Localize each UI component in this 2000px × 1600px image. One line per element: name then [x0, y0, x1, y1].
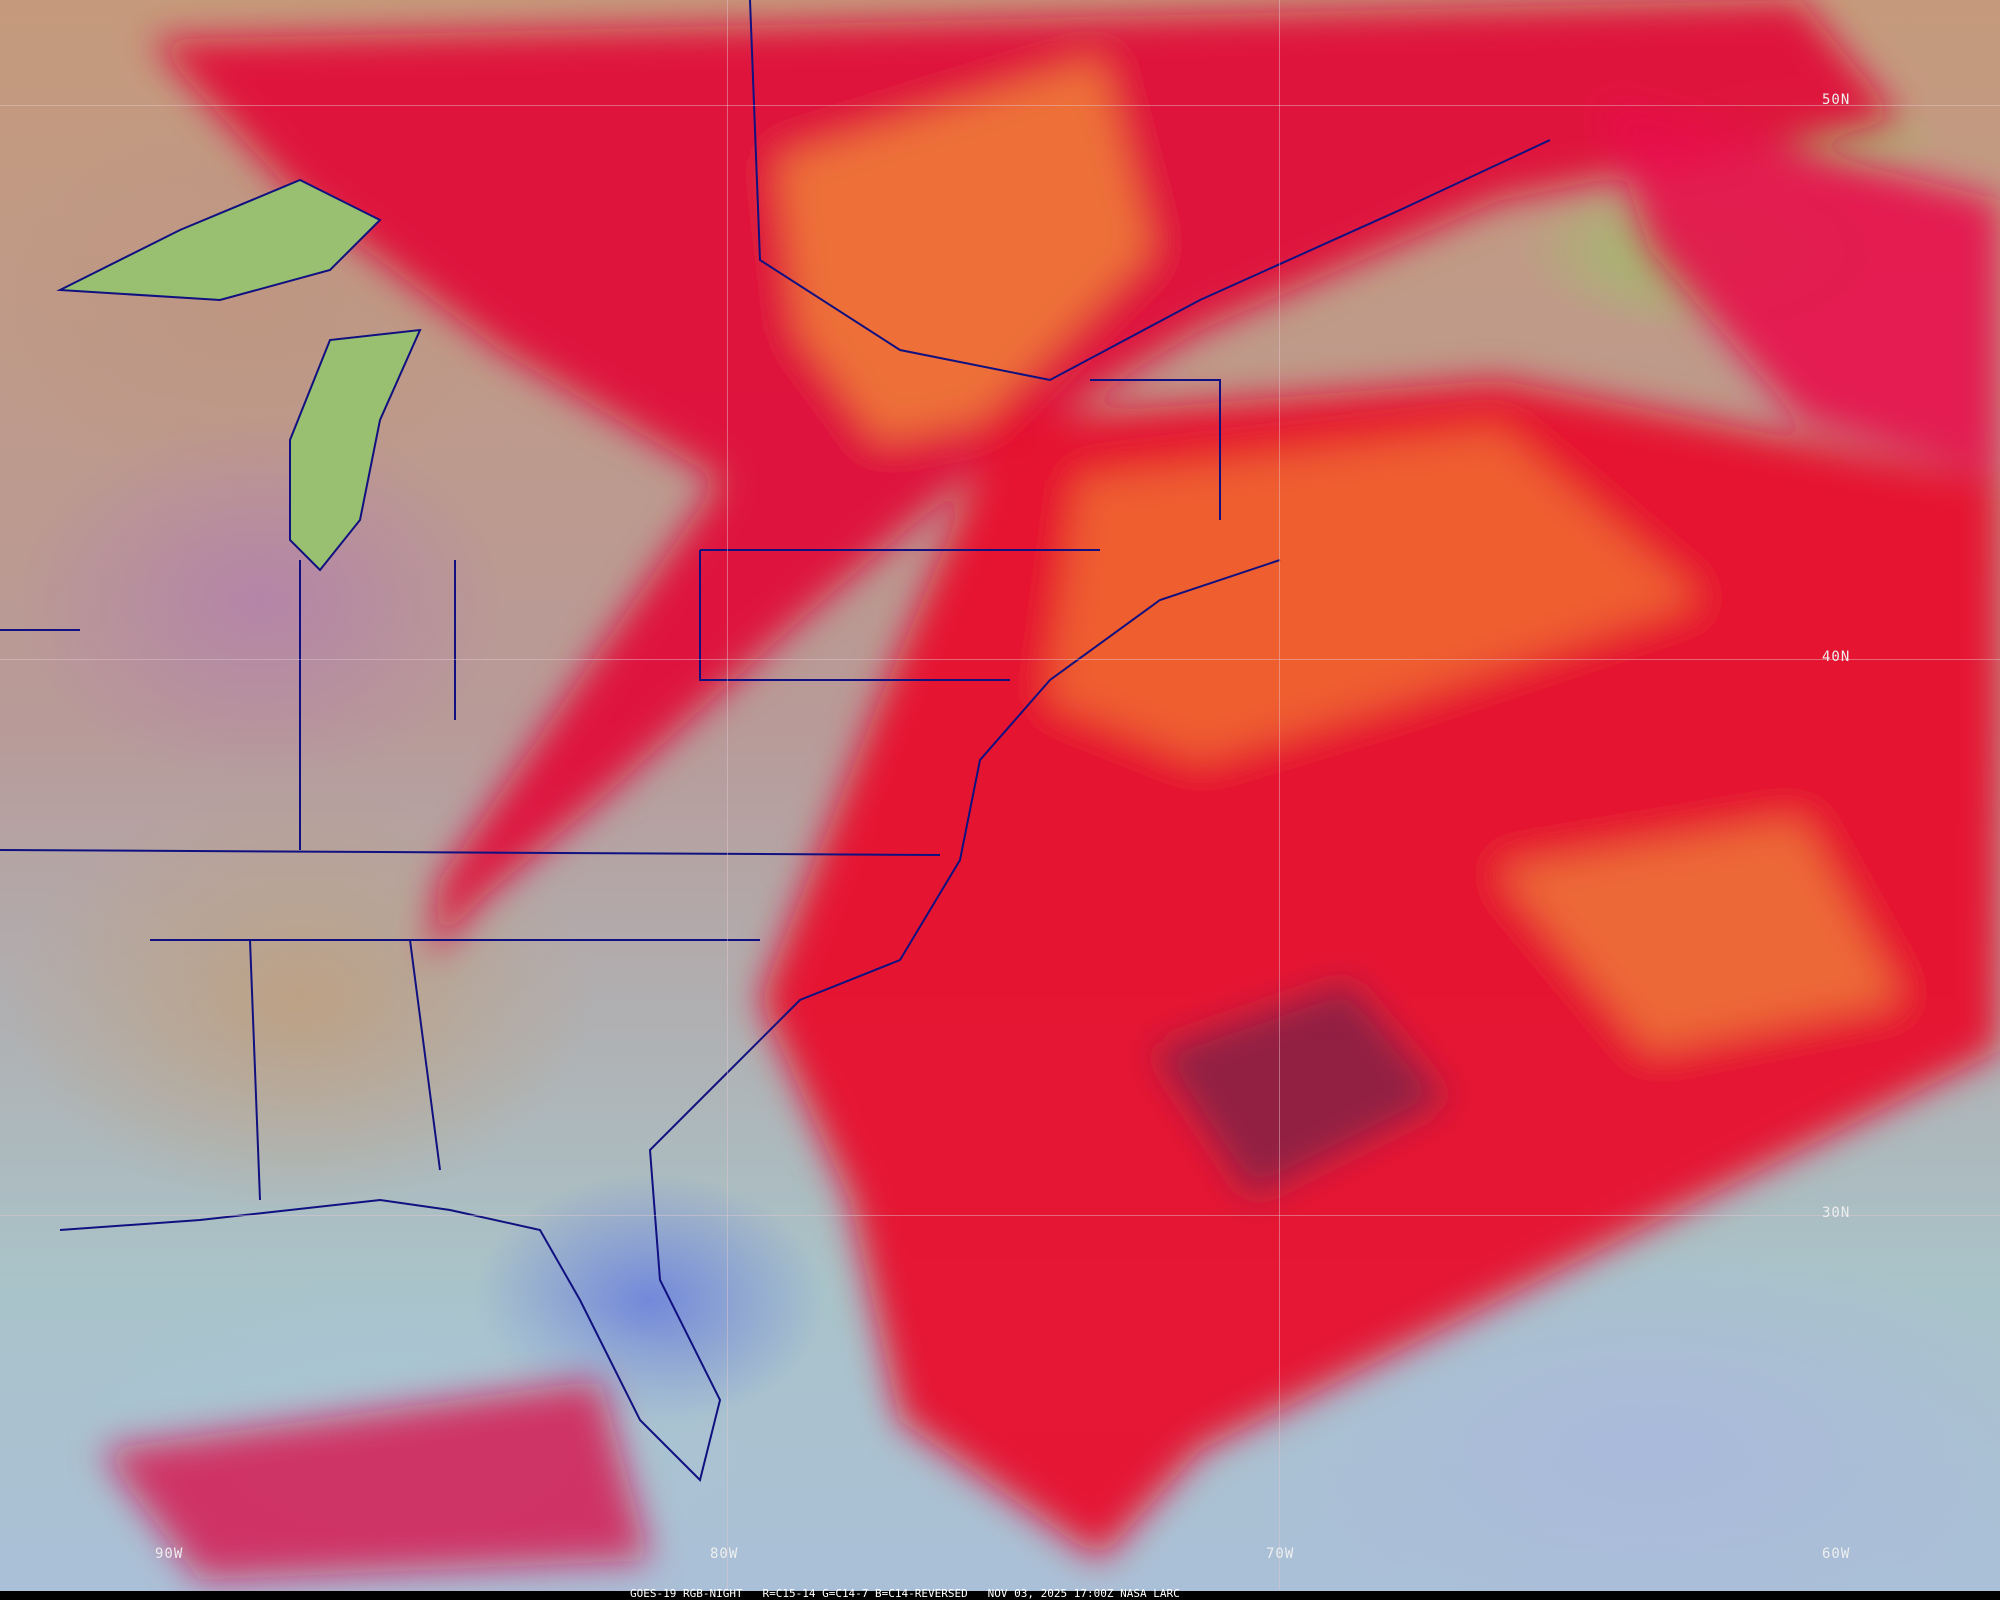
lat-label-30n: 30N [1822, 1205, 1851, 1221]
grid-line-80w [727, 0, 728, 1590]
grid-line-50n [0, 105, 2000, 106]
cloud-east-band [1600, 100, 2000, 480]
caption-satellite: GOES-19 [630, 1587, 677, 1600]
caption-datetime: NOV 03, 2025 17:00Z [987, 1587, 1114, 1600]
caption-source: NASA LARC [1120, 1587, 1180, 1600]
lat-label-40n: 40N [1822, 649, 1851, 665]
cloud-orange-north [780, 60, 1150, 440]
cloud-band-north [150, 0, 1900, 960]
coastline-east [59, 559, 1281, 1482]
state-borders [0, 379, 1221, 1201]
lon-label-80w: 80W [710, 1546, 739, 1562]
lon-label-90w: 90W [155, 1546, 184, 1562]
lat-label-50n: 50N [1822, 92, 1851, 108]
caption-bar: GOES-19 RGB-NIGHT R=C15-14 G=C14-7 B=C14… [0, 1588, 2000, 1600]
lake-superior [56, 178, 382, 302]
grid-line-40n [0, 659, 2000, 660]
lon-label-60w: 60W [1822, 1546, 1851, 1562]
lon-label-70w: 70W [1266, 1546, 1295, 1562]
canada-border [749, 0, 1551, 382]
cloud-dark-patch [1150, 980, 1450, 1200]
grid-line-30n [0, 1215, 2000, 1216]
caption-text: GOES-19 RGB-NIGHT R=C15-14 G=C14-7 B=C14… [630, 1588, 1180, 1600]
lake-michigan [289, 328, 422, 572]
grid-line-70w [1279, 0, 1280, 1590]
caption-product: RGB-NIGHT [682, 1587, 743, 1600]
caption-channels: R=C15-14 G=C14-7 B=C14-REVERSED [762, 1587, 968, 1600]
cloud-gulf [100, 1380, 650, 1580]
cloud-orange-patch [1500, 820, 1900, 1050]
cloud-orange-south [1050, 430, 1700, 760]
